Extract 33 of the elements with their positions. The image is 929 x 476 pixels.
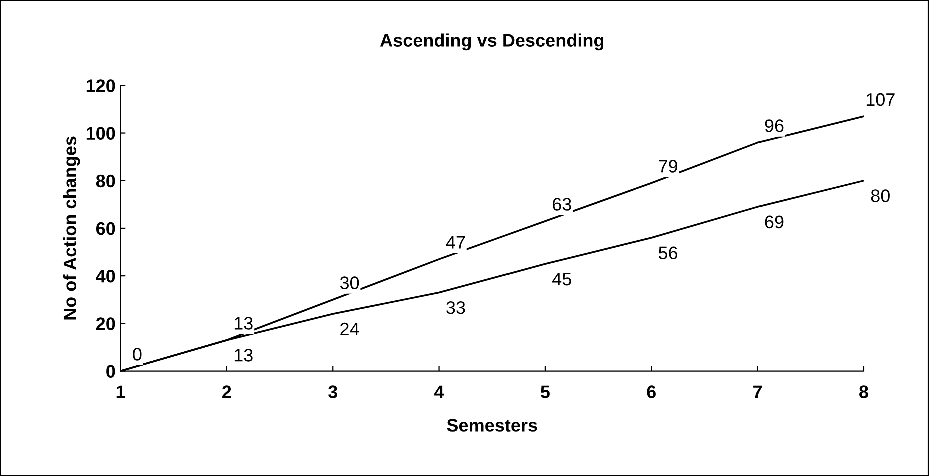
data-label: 33: [446, 301, 466, 314]
data-label: 13: [234, 317, 253, 330]
data-label: 79: [659, 160, 678, 173]
data-label: 30: [340, 276, 360, 290]
x-tick-label: 5: [540, 386, 550, 398]
x-tick-label: 8: [860, 386, 868, 398]
data-label: 0: [133, 348, 142, 361]
x-tick-label: 2: [222, 386, 232, 398]
data-label: 63: [553, 198, 572, 211]
data-label: 69: [765, 216, 784, 229]
data-label: 24: [340, 322, 360, 336]
x-tick-label: 1: [116, 386, 126, 398]
data-label: 45: [552, 273, 572, 286]
y-tick-label: 100: [86, 127, 116, 140]
y-tick-label: 20: [96, 318, 116, 330]
data-label: 56: [658, 246, 678, 260]
data-label: 96: [765, 120, 784, 132]
y-tick-label: 80: [96, 174, 116, 188]
data-label: 47: [446, 236, 466, 249]
x-tick-label: 7: [754, 386, 762, 398]
chart-title: Ascending vs Descending: [380, 34, 604, 51]
y-tick-label: 60: [96, 222, 116, 236]
x-tick-label: 3: [328, 386, 338, 398]
y-tick-label: 0: [106, 365, 116, 378]
data-label: 107: [866, 93, 895, 106]
x-tick-label: 4: [434, 386, 444, 398]
y-axis-title: No of Action changes: [63, 136, 80, 320]
x-tick-label: 6: [647, 386, 656, 398]
y-tick-label: 120: [86, 80, 116, 92]
x-axis-title: Semesters: [447, 419, 538, 432]
y-tick-label: 40: [96, 270, 116, 283]
data-label: 13: [234, 349, 253, 362]
data-label: 80: [871, 190, 890, 202]
